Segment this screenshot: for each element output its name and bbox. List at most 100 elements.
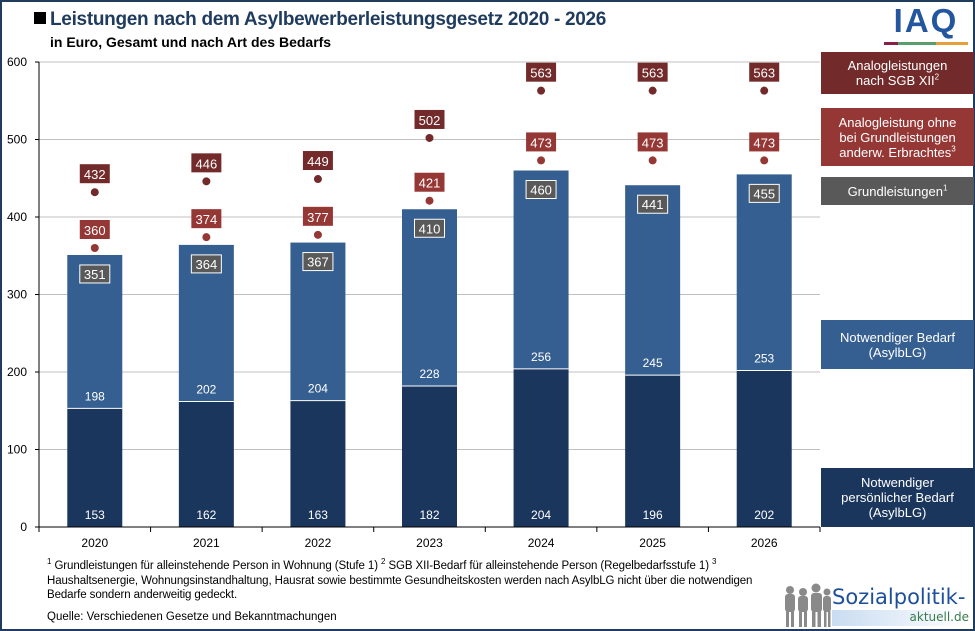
bar-personal-need (736, 370, 792, 527)
legend-grundleistungen: Grundleistungen1 (821, 177, 974, 205)
point-analog-ohne (425, 196, 434, 205)
bar-personal-need (67, 408, 123, 527)
legend-label: Grundleistungen1 (847, 183, 948, 199)
footnote-1-marker: 1 (47, 557, 52, 567)
y-tick-label: 500 (7, 133, 27, 147)
point-analog-sgb (90, 188, 99, 197)
data-label-necessary-need: 228 (419, 367, 439, 381)
iaq-logo-bar-green (898, 42, 936, 45)
legend-analog-sgb: Analogleistungen nach SGB XII2 (821, 52, 974, 94)
analog-sgb-label-box (749, 62, 780, 82)
data-label-grundleistungen: 364 (196, 257, 218, 272)
grundleistungen-label-box (190, 254, 222, 274)
y-tick-label: 600 (7, 55, 27, 69)
point-analog-sgb (202, 177, 211, 186)
source-note: Quelle: Verschiedenen Gesetze und Bekann… (47, 611, 337, 623)
x-tick-label: 2024 (528, 536, 555, 550)
point-analog-sgb (537, 86, 546, 95)
analog-sgb-label-box (414, 109, 445, 129)
bar-personal-need (625, 375, 681, 527)
point-analog-ohne (202, 233, 211, 242)
bar-personal-need (178, 401, 234, 527)
data-label-necessary-need: 245 (643, 356, 663, 370)
legend-personal-need: Notwendiger persönlicher Bedarf (AsylbLG) (821, 468, 974, 527)
data-label-analog-ohne: 473 (753, 135, 775, 150)
data-label-personal-need: 204 (531, 508, 551, 522)
grundleistungen-label-box (525, 180, 557, 199)
footnote-2-marker: 2 (381, 557, 386, 567)
analog-ohne-label-box (191, 209, 222, 229)
data-label-grundleistungen: 460 (530, 183, 552, 198)
sozialpolitik-logo-subtext: aktuell.de (909, 610, 969, 624)
footnotes: 1 Grundleistungen für alleinstehende Per… (47, 557, 777, 603)
data-label-analog-sgb: 502 (419, 113, 441, 128)
data-label-personal-need: 162 (196, 508, 216, 522)
analog-sgb-label-box (637, 62, 668, 82)
analog-ohne-label-box (749, 132, 780, 152)
bar-necessary-need (736, 174, 792, 371)
data-label-analog-sgb: 563 (530, 66, 552, 81)
legend-analog-ohne: Analogleistung ohne bei Grundleistungen an… (821, 108, 974, 166)
bar-personal-need (513, 368, 569, 527)
legend-label: Analogleistung ohne bei Grundleistungen an… (838, 114, 957, 160)
point-analog-ohne (537, 156, 546, 165)
data-label-personal-need: 153 (85, 508, 105, 522)
legend-label: Analogleistungen nach SGB XII2 (847, 58, 948, 88)
data-label-analog-ohne: 473 (642, 135, 664, 150)
point-analog-ohne (648, 156, 657, 165)
sozialpolitik-aktuell-logo[interactable]: Sozialpolitik- aktuell.de (780, 583, 975, 629)
point-analog-ohne (760, 156, 769, 165)
iaq-logo: IAQ (884, 2, 968, 46)
data-label-analog-ohne: 374 (196, 212, 218, 227)
data-label-necessary-need: 253 (754, 351, 774, 365)
y-tick-label: 0 (20, 520, 27, 534)
data-label-personal-need: 202 (754, 508, 774, 522)
grundleistungen-label-box (748, 183, 780, 203)
data-label-personal-need: 196 (643, 508, 663, 522)
analog-ohne-label-box (637, 132, 668, 152)
footnote-1: Grundleistungen für alleinstehende Perso… (51, 560, 382, 572)
data-label-grundleistungen: 410 (419, 221, 441, 236)
x-tick-label: 2026 (751, 536, 778, 550)
footnote-3-marker: 3 (712, 557, 717, 567)
data-label-analog-sgb: 432 (84, 167, 106, 182)
y-tick-label: 100 (7, 443, 27, 457)
stacked-bar-chart: 0 100 200 300 400 500 600 153 198 351 360 432 2020 16… (7, 55, 821, 550)
data-label-analog-sgb: 446 (196, 156, 218, 171)
bar-necessary-need (402, 209, 457, 386)
sozialpolitik-logo-text: Sozialpolitik- (832, 585, 966, 609)
chart-subtitle: in Euro, Gesamt und nach Art des Bedarfs (50, 34, 332, 50)
analog-ohne-label-box (526, 132, 557, 152)
data-label-analog-ohne: 377 (307, 210, 329, 225)
data-label-necessary-need: 256 (531, 350, 551, 364)
grundleistungen-label-box (79, 264, 111, 284)
data-label-necessary-need: 202 (196, 382, 216, 396)
data-label-personal-need: 182 (419, 508, 439, 522)
data-label-analog-sgb: 449 (307, 154, 329, 169)
x-tick-label: 2022 (305, 536, 332, 550)
y-tick-label: 200 (7, 365, 27, 379)
data-label-grundleistungen: 441 (642, 197, 664, 212)
grundleistungen-label-box (637, 194, 669, 214)
point-analog-sgb (648, 86, 657, 95)
bar-necessary-need (625, 185, 681, 376)
analog-sgb-label-box (191, 153, 222, 173)
chart-title-text: Leistungen nach dem Asylbewerberleistung… (50, 9, 607, 30)
legend-necessary-need: Notwendiger Bedarf (AsylbLG) (821, 320, 974, 369)
logo-gradient-bar (832, 610, 967, 626)
x-tick-label: 2025 (639, 536, 666, 550)
iaq-logo-bar-red (884, 42, 898, 45)
bar-personal-need (402, 385, 457, 527)
x-tick-label: 2020 (81, 536, 108, 550)
point-analog-ohne (313, 230, 322, 239)
data-label-grundleistungen: 351 (84, 267, 106, 282)
bar-necessary-need (513, 170, 569, 369)
legend-label: Notwendiger Bedarf (AsylbLG) (840, 329, 955, 360)
data-label-necessary-need: 204 (308, 382, 328, 396)
bar-personal-need (290, 400, 346, 527)
y-tick-label: 400 (7, 210, 27, 224)
analog-sgb-label-box (302, 151, 333, 171)
data-label-personal-need: 163 (308, 508, 328, 522)
grundleistungen-label-box (414, 218, 445, 238)
